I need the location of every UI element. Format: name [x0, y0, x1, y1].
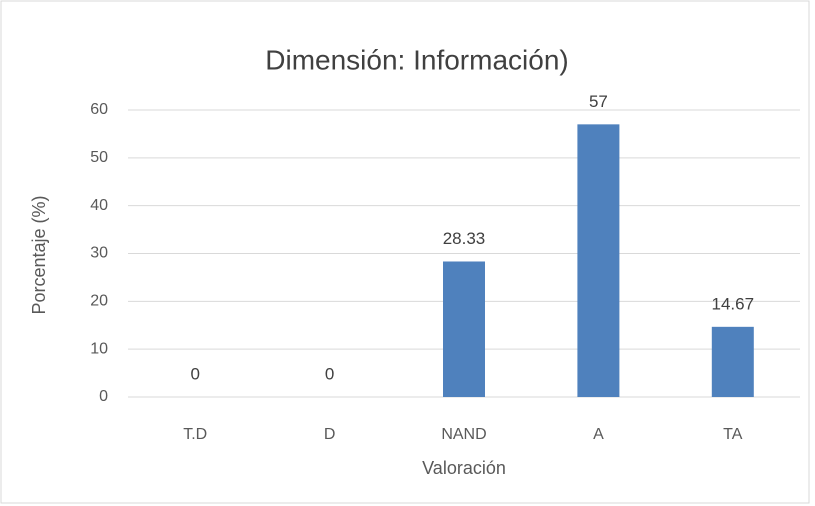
bar [577, 124, 620, 397]
y-tick-label: 0 [99, 388, 108, 405]
x-tick-label: NAND [441, 426, 486, 443]
x-tick-label: A [593, 426, 604, 443]
x-axis-title: Valoración [422, 458, 506, 478]
y-tick-label: 20 [90, 293, 108, 310]
bar [443, 261, 485, 397]
y-tick-label: 10 [90, 340, 108, 357]
data-label: 0 [190, 364, 199, 383]
x-tick-label: T.D [183, 426, 207, 443]
data-label: 14.67 [712, 294, 755, 313]
y-tick-label: 50 [90, 149, 108, 166]
y-tick-label: 60 [90, 101, 108, 118]
x-tick-label: D [324, 426, 336, 443]
y-axis-title: Porcentaje (%) [29, 195, 49, 314]
y-tick-label: 40 [90, 197, 108, 214]
bar [711, 326, 754, 397]
x-tick-label: TA [723, 426, 743, 443]
data-label: 0 [325, 364, 334, 383]
data-label: 57 [589, 92, 608, 111]
data-label: 28.33 [443, 229, 486, 248]
y-tick-label: 30 [90, 245, 108, 262]
chart-title: Dimensión: Información) [265, 44, 568, 75]
